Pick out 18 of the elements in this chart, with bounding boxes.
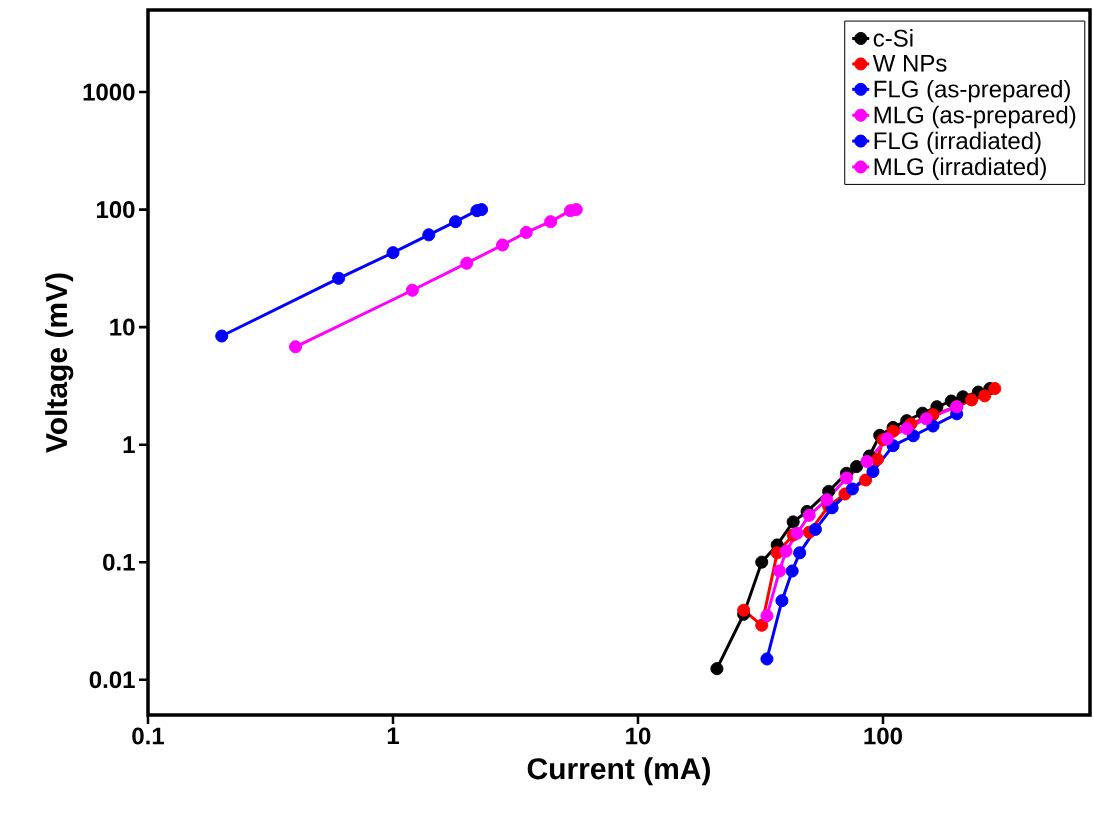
y-tick-label: 0.01 [89, 671, 135, 689]
y-tick-label: 1 [123, 436, 135, 453]
x-tick-label: 10 [626, 727, 651, 745]
legend-label: FLG (as-prepared) [874, 79, 1070, 103]
y-tick-label: 100 [96, 201, 135, 219]
legend-label: MLG (irradiated) [874, 157, 1046, 180]
y-tick-label: 10 [110, 318, 135, 336]
y-axis-title: Voltage (mV) [45, 273, 74, 453]
y-tick-label: 1000 [83, 83, 135, 101]
legend-label: c-Si [873, 29, 913, 47]
legend-label: W NPs [872, 54, 947, 72]
legend-label: FLG (irradiated) [874, 131, 1041, 155]
legend-label: MLG (as-prepared) [874, 105, 1076, 129]
y-tick-label: 0.1 [103, 553, 135, 571]
x-tick-label: 100 [864, 727, 902, 745]
x-axis-title: Current (mA) [527, 757, 710, 786]
x-tick-label: 1 [387, 727, 399, 745]
x-tick-label: 0.1 [132, 727, 165, 745]
